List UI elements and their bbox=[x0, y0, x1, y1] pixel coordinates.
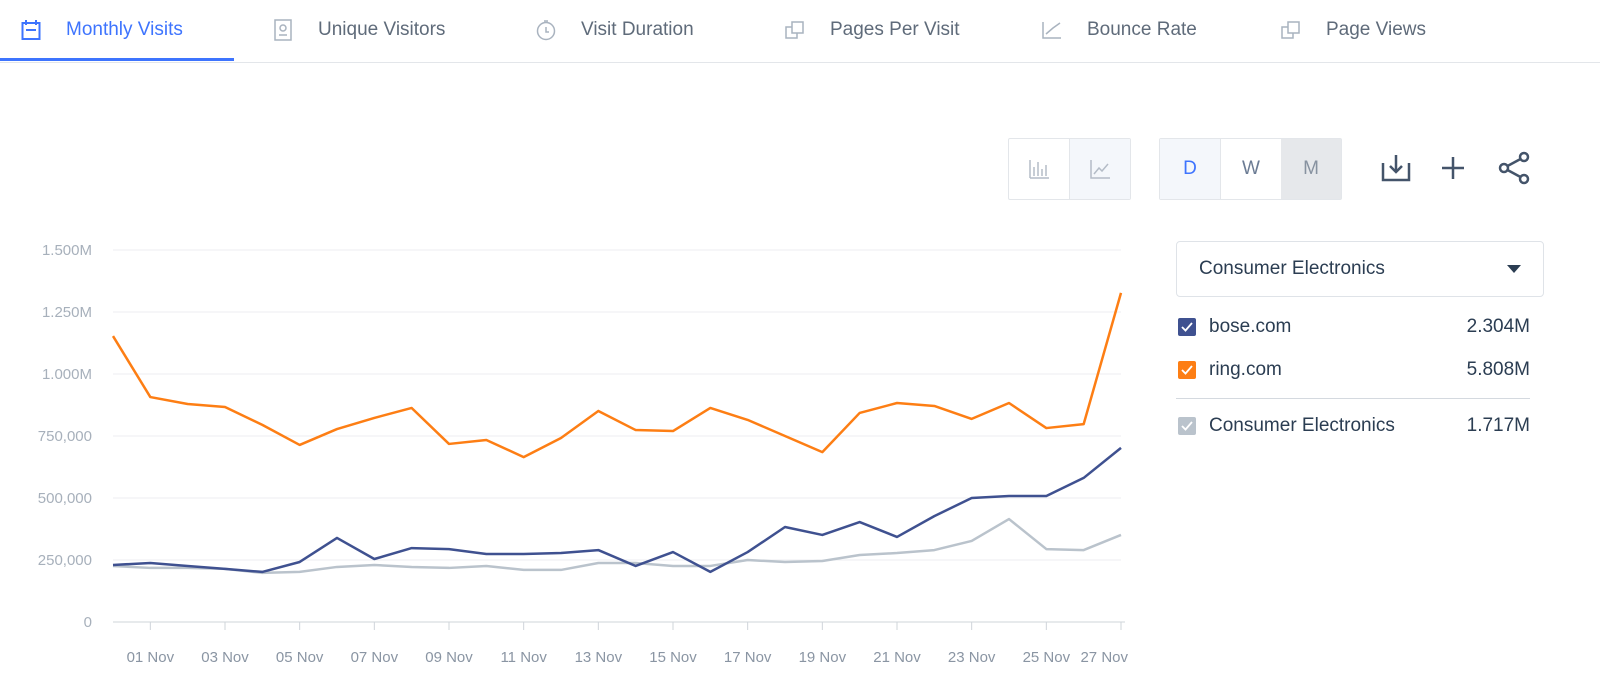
chart-type-toggle bbox=[1008, 138, 1131, 200]
share-button[interactable] bbox=[1496, 150, 1532, 186]
line-chart-button[interactable] bbox=[1070, 139, 1130, 199]
series-line-bose-com bbox=[112, 446, 1122, 574]
x-tick-label: 09 Nov bbox=[425, 649, 473, 666]
tab-monthly-visits[interactable]: Monthly Visits bbox=[20, 0, 183, 60]
x-tick-label: 15 Nov bbox=[649, 649, 697, 666]
id-badge-icon bbox=[272, 19, 294, 41]
active-tab-indicator bbox=[0, 58, 234, 61]
legend-label: ring.com bbox=[1209, 359, 1282, 380]
legend-label: bose.com bbox=[1209, 316, 1292, 337]
x-tick-label: 23 Nov bbox=[948, 649, 996, 666]
y-tick-label: 1.000M bbox=[42, 366, 92, 383]
x-tick-label: 07 Nov bbox=[351, 649, 399, 666]
checkbox-category[interactable] bbox=[1178, 417, 1196, 435]
x-tick-label: 25 Nov bbox=[1023, 649, 1071, 666]
download-icon bbox=[1381, 155, 1411, 182]
x-tick-label: 11 Nov bbox=[500, 649, 547, 666]
granularity-toggle: D W M bbox=[1159, 138, 1342, 200]
x-tick-label: 19 Nov bbox=[799, 649, 847, 666]
y-tick-label: 1.250M bbox=[42, 304, 92, 321]
add-button[interactable] bbox=[1435, 150, 1471, 186]
tab-visit-duration[interactable]: Visit Duration bbox=[535, 0, 694, 60]
check-icon bbox=[1181, 322, 1193, 332]
tab-label: Page Views bbox=[1326, 19, 1426, 40]
tab-label: Monthly Visits bbox=[66, 19, 183, 40]
line-chart-icon bbox=[1090, 160, 1110, 179]
share-icon bbox=[1498, 151, 1530, 185]
granularity-day[interactable]: D bbox=[1160, 139, 1221, 199]
pages-icon bbox=[784, 19, 806, 41]
y-tick-label: 1.500M bbox=[42, 242, 92, 259]
y-tick-label: 250,000 bbox=[38, 552, 92, 569]
category-dropdown[interactable]: Consumer Electronics bbox=[1176, 241, 1544, 297]
tab-bounce-rate[interactable]: Bounce Rate bbox=[1041, 0, 1197, 60]
legend-item-ring: ring.com 5.808M bbox=[1178, 355, 1530, 385]
x-tick-label: 01 Nov bbox=[127, 649, 175, 666]
granularity-month[interactable]: M bbox=[1281, 139, 1341, 199]
tab-label: Visit Duration bbox=[581, 19, 694, 40]
legend-item-bose: bose.com 2.304M bbox=[1178, 312, 1530, 342]
tab-label: Bounce Rate bbox=[1087, 19, 1197, 40]
tab-label: Unique Visitors bbox=[318, 19, 446, 40]
x-tick-label: 17 Nov bbox=[724, 649, 772, 666]
stopwatch-icon bbox=[535, 19, 557, 41]
legend-label: Consumer Electronics bbox=[1209, 415, 1395, 436]
legend-value: 2.304M bbox=[1466, 316, 1530, 337]
plus-icon bbox=[1442, 157, 1464, 179]
x-tick-label: 27 Nov bbox=[1080, 649, 1128, 666]
bar-chart-button[interactable] bbox=[1009, 139, 1070, 199]
series-line-ring-com bbox=[111, 292, 1123, 459]
tab-page-views[interactable]: Page Views bbox=[1280, 0, 1426, 60]
x-tick-label: 21 Nov bbox=[873, 649, 921, 666]
check-icon bbox=[1181, 421, 1193, 431]
checkbox-ring[interactable] bbox=[1178, 361, 1196, 379]
pages-icon bbox=[1280, 19, 1302, 41]
x-tick-label: 05 Nov bbox=[276, 649, 324, 666]
tab-unique-visitors[interactable]: Unique Visitors bbox=[272, 0, 445, 60]
y-tick-label: 750,000 bbox=[38, 428, 92, 445]
tab-pages-per-visit[interactable]: Pages Per Visit bbox=[784, 0, 960, 60]
line-chart: 0 250,000 500,000 750,000 1.000M 1.250M 1.500M… bbox=[38, 242, 1129, 666]
legend-divider bbox=[1176, 398, 1530, 399]
dropdown-value: Consumer Electronics bbox=[1199, 258, 1385, 279]
legend-item-category: Consumer Electronics 1.717M bbox=[1178, 411, 1530, 441]
bounce-icon bbox=[1041, 19, 1063, 41]
granularity-week[interactable]: W bbox=[1242, 158, 1260, 179]
x-tick-label: 13 Nov bbox=[575, 649, 623, 666]
check-icon bbox=[1181, 365, 1193, 375]
chevron-down-icon bbox=[1507, 265, 1521, 273]
checkbox-bose[interactable] bbox=[1178, 318, 1196, 336]
y-tick-label: 500,000 bbox=[38, 490, 92, 507]
series-line-consumer-electronics bbox=[112, 517, 1122, 575]
legend-value: 5.808M bbox=[1466, 359, 1530, 380]
download-button[interactable] bbox=[1378, 150, 1414, 186]
y-tick-label: 0 bbox=[84, 614, 92, 631]
bar-chart-icon bbox=[1029, 160, 1049, 179]
tab-label: Pages Per Visit bbox=[830, 19, 960, 40]
x-tick-label: 03 Nov bbox=[201, 649, 249, 666]
calendar-icon bbox=[20, 19, 42, 41]
legend-value: 1.717M bbox=[1466, 415, 1530, 436]
metric-tabs: Monthly Visits Unique Visitors Visit Dur… bbox=[0, 0, 1600, 63]
